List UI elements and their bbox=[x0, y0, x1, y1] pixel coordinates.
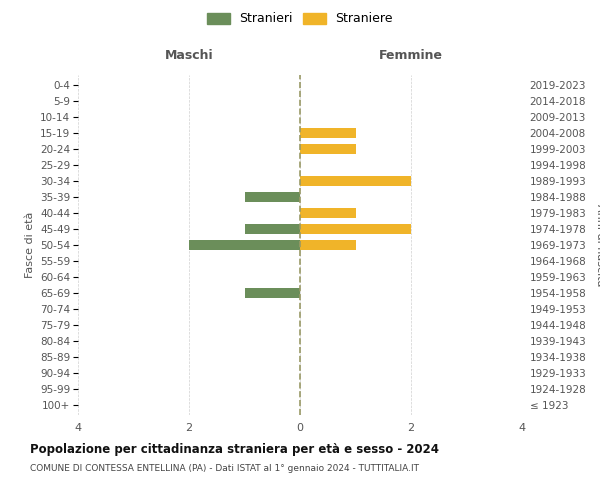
Bar bbox=[300, 128, 356, 138]
Y-axis label: Anni di nascita: Anni di nascita bbox=[595, 204, 600, 286]
Bar bbox=[300, 144, 356, 154]
Bar bbox=[245, 192, 300, 202]
Bar bbox=[300, 224, 411, 234]
Bar bbox=[189, 240, 300, 250]
Y-axis label: Fasce di età: Fasce di età bbox=[25, 212, 35, 278]
Bar bbox=[245, 288, 300, 298]
Text: Popolazione per cittadinanza straniera per età e sesso - 2024: Popolazione per cittadinanza straniera p… bbox=[30, 442, 439, 456]
Bar bbox=[300, 240, 356, 250]
Text: Maschi: Maschi bbox=[164, 50, 214, 62]
Legend: Stranieri, Straniere: Stranieri, Straniere bbox=[203, 8, 397, 29]
Bar bbox=[300, 208, 356, 218]
Bar bbox=[300, 176, 411, 186]
Text: Femmine: Femmine bbox=[379, 50, 443, 62]
Text: COMUNE DI CONTESSA ENTELLINA (PA) - Dati ISTAT al 1° gennaio 2024 - TUTTITALIA.I: COMUNE DI CONTESSA ENTELLINA (PA) - Dati… bbox=[30, 464, 419, 473]
Bar bbox=[245, 224, 300, 234]
